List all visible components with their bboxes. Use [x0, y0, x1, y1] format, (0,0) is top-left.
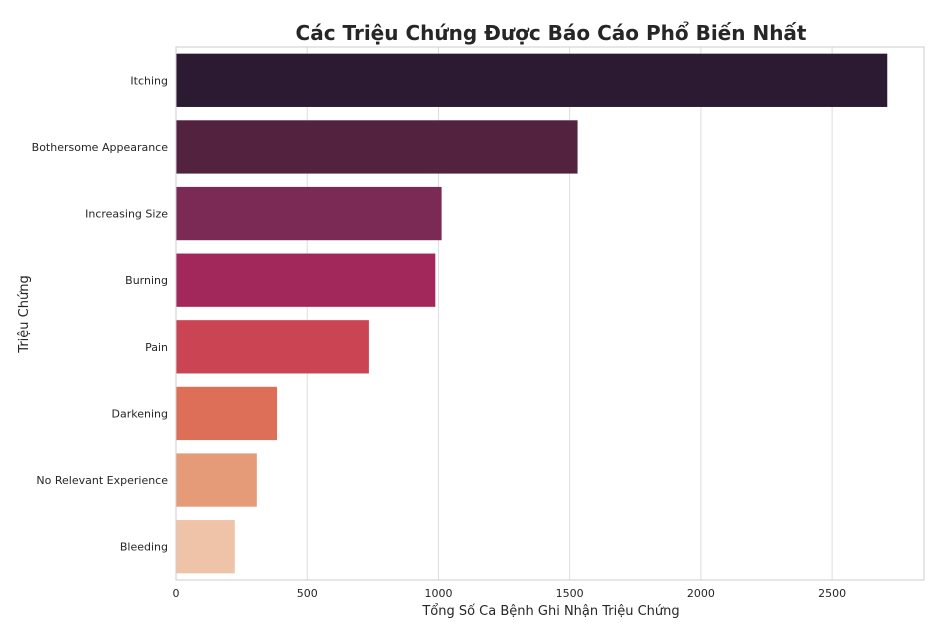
bar-bothersome-appearance	[176, 120, 578, 174]
chart-title: Các Triệu Chứng Được Báo Cáo Phổ Biến Nh…	[296, 21, 807, 45]
x-tick-labels: 0 500 1000 1500 2000 2500	[173, 587, 847, 600]
bars	[176, 53, 888, 574]
y-tick-label: Pain	[145, 341, 168, 354]
y-tick-label: Darkening	[112, 407, 168, 420]
bar-pain	[176, 320, 369, 374]
x-tick-label: 1500	[556, 587, 584, 600]
y-tick-labels: Itching Bothersome Appearance Increasing S…	[32, 74, 169, 553]
bar-darkening	[176, 386, 278, 441]
x-tick-label: 2500	[818, 587, 846, 600]
x-tick-label: 0	[173, 587, 180, 600]
x-tick-label: 2000	[687, 587, 715, 600]
y-axis-label: Triệu Chứng	[17, 275, 32, 353]
bar-burning	[176, 253, 436, 307]
x-tick-label: 500	[297, 587, 318, 600]
plot-frame	[175, 46, 925, 581]
y-tick-label: Itching	[130, 74, 168, 87]
x-axis-label: Tổng Số Ca Bệnh Ghi Nhận Triệu Chứng	[421, 604, 679, 619]
y-tick-label: Burning	[125, 274, 168, 287]
bar-no-relevant-experience	[176, 453, 257, 507]
bar-itching	[176, 53, 888, 107]
bar-increasing-size	[176, 186, 442, 241]
y-tick-label: Bothersome Appearance	[32, 141, 169, 154]
x-tick-label: 1000	[424, 587, 452, 600]
y-tick-label: No Relevant Experience	[36, 474, 168, 487]
y-tick-label: Bleeding	[120, 541, 168, 554]
y-tick-label: Increasing Size	[85, 208, 168, 221]
bar-bleeding	[176, 520, 235, 574]
